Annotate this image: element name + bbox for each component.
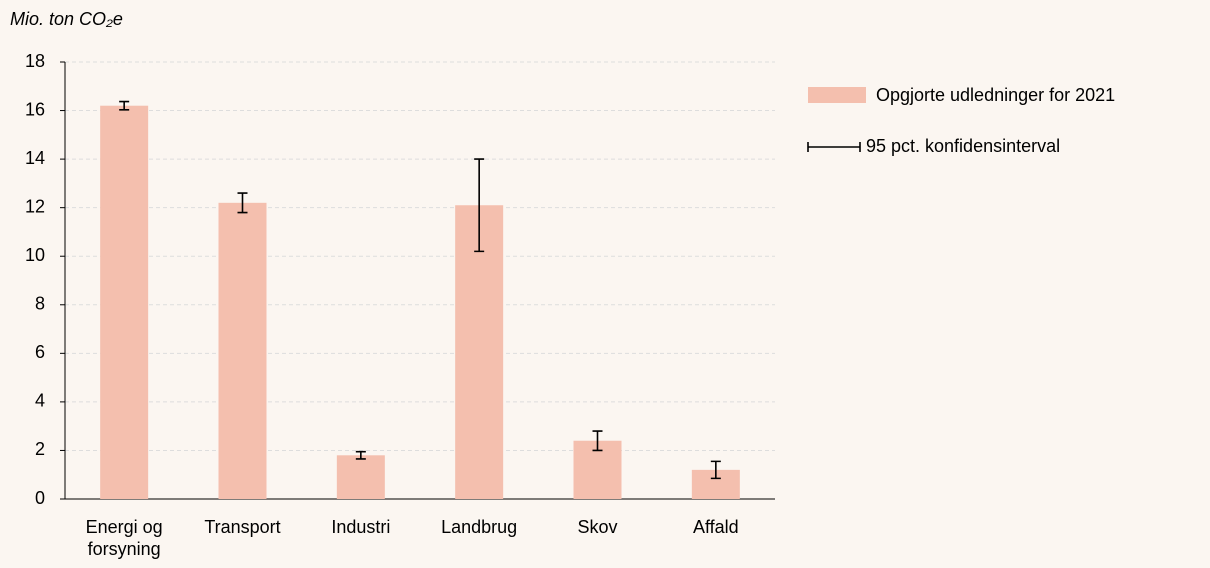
legend-error [807, 142, 861, 152]
y-axis-label: Mio. ton CO₂e [10, 9, 123, 29]
error-bar [237, 192, 248, 214]
legend-label: 95 pct. konfidensinterval [866, 136, 1060, 156]
y-tick-label: 16 [25, 99, 45, 119]
error-bar [710, 460, 721, 480]
y-tick-label: 4 [35, 391, 45, 411]
y-tick-label: 8 [35, 294, 45, 314]
y-tick-label: 12 [25, 196, 45, 216]
x-tick-label: Skov [577, 517, 618, 537]
y-tick-label: 6 [35, 342, 45, 362]
error-bar [474, 158, 485, 253]
legend-label: Opgjorte udledninger for 2021 [876, 85, 1115, 105]
bar [100, 105, 149, 499]
x-tick-label: Industri [331, 517, 391, 537]
y-tick-label: 18 [25, 51, 45, 71]
bar [218, 202, 267, 500]
x-tick-label: Affald [692, 517, 739, 537]
error-bar [119, 100, 130, 111]
bar [455, 205, 504, 499]
error-bar [355, 450, 366, 460]
x-tick-label: Transport [204, 517, 281, 537]
y-tick-label: 14 [25, 148, 45, 168]
legend-swatch [808, 87, 866, 103]
y-tick-label: 10 [25, 245, 45, 265]
x-tick-label: Landbrug [441, 517, 518, 537]
error-bar [592, 430, 603, 452]
y-tick-label: 2 [35, 439, 45, 459]
x-tick-label: Energi og forsyning [85, 517, 163, 559]
bar [336, 455, 385, 499]
y-tick-label: 0 [35, 488, 45, 508]
